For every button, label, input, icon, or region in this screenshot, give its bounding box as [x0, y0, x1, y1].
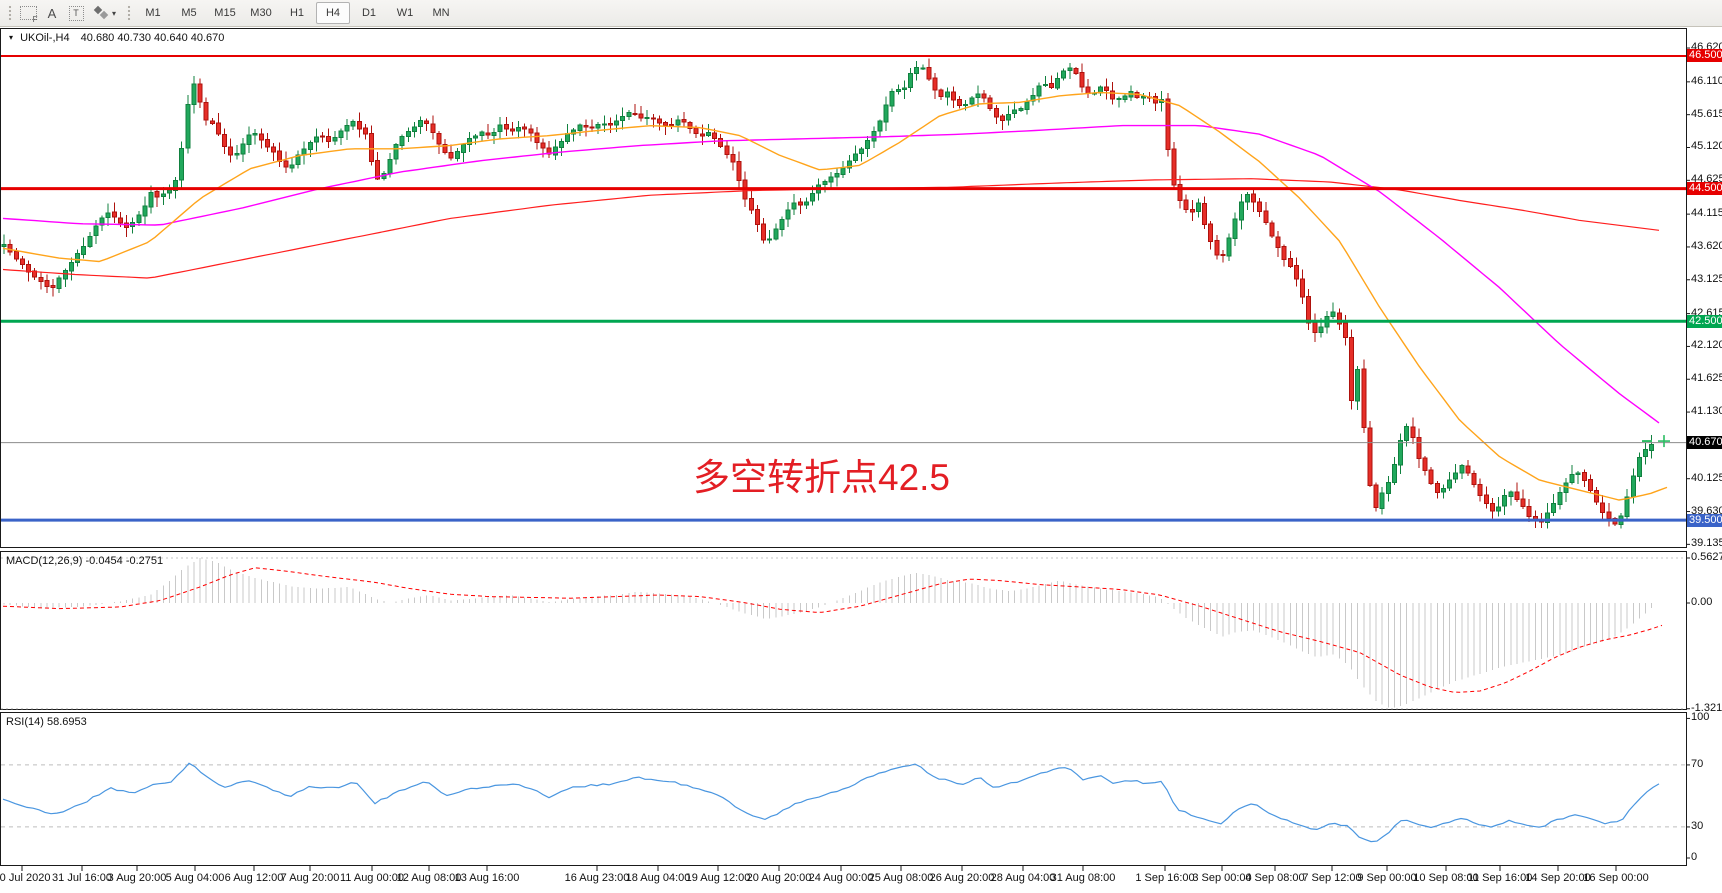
price-badge-44.500: 44.500 [1687, 182, 1722, 196]
rsi-tick: 70 [1691, 757, 1704, 770]
text-label-icon: T [68, 5, 84, 21]
fibo-grid-button[interactable]: F [16, 2, 40, 24]
price-tick: 44.115 [1691, 207, 1722, 220]
symbol-period-label: UKOil-,H4 [20, 32, 70, 44]
timeframe-button-w1[interactable]: W1 [396, 7, 414, 19]
annotation-text: 多空转折点42.5 [693, 457, 951, 498]
date-tick: 11 Sep 16:00 [1467, 872, 1533, 884]
price-badge-39.500: 39.500 [1687, 513, 1722, 527]
text-label-button[interactable]: T [64, 2, 88, 24]
price-tick: 46.110 [1691, 74, 1722, 87]
toolbar-grip[interactable] [7, 4, 12, 22]
panel-border-2 [0, 712, 1687, 866]
date-tick: 19 Aug 12:00 [685, 872, 751, 884]
timeframe-group: M1 M5 M15 M30 H1 H4 D1 W1 MN [135, 2, 459, 24]
current-price-badge: 40.670 [1687, 436, 1722, 450]
date-tick: 28 Aug 04:00 [990, 872, 1056, 884]
rsi-label: RSI(14) 58.6953 [6, 716, 87, 728]
date-tick: 25 Aug 08:00 [868, 872, 934, 884]
price-tick: 42.120 [1691, 339, 1722, 352]
price-tick: 43.125 [1691, 272, 1722, 285]
timeframe-button-m1[interactable]: M1 [145, 7, 161, 19]
macd-values: -0.0454 -0.2751 [85, 555, 164, 567]
macd-tick: -1.3216 [1691, 701, 1722, 714]
price-tick: 39.630 [1691, 504, 1722, 517]
text-button[interactable]: A [40, 2, 64, 24]
rsi-value: 58.6953 [46, 716, 87, 728]
macd-tick: 0.00 [1691, 596, 1713, 608]
macd-histogram [3, 558, 1653, 708]
price-badge-46.500: 46.500 [1687, 49, 1722, 63]
shapes-button[interactable]: ▾ [88, 2, 122, 24]
date-tick: 9 Sep 00:00 [1357, 872, 1417, 884]
date-tick: 24 Aug 00:00 [808, 872, 874, 884]
macd-signal-line [2, 567, 1663, 693]
panel-border-0 [0, 28, 1687, 548]
timeframe-button-m15[interactable]: M15 [214, 7, 236, 19]
timeframe-button-m30[interactable]: M30 [250, 7, 272, 19]
toolbar: F A T ▾ M1 M5 M15 M30 H1 H4 D1 W1 MN [0, 0, 1722, 27]
date-tick: 5 Aug 04:00 [165, 872, 225, 884]
date-tick: 26 Aug 20:00 [929, 872, 995, 884]
date-tick: 16 Sep 00:00 [1583, 872, 1649, 884]
price-tick: 45.120 [1691, 140, 1722, 153]
price-tick: 39.135 [1691, 537, 1722, 550]
symbol-dropdown-icon[interactable]: ▾ [9, 33, 14, 42]
price-badge-42.500: 42.500 [1687, 314, 1722, 328]
price-tick: 41.130 [1691, 405, 1722, 418]
date-tick: 4 Sep 08:00 [1245, 872, 1305, 884]
timeframe-button-m5[interactable]: M5 [181, 7, 197, 19]
price-tick: 45.615 [1691, 107, 1722, 120]
date-tick: 12 Aug 08:00 [396, 872, 462, 884]
timeframe-button-h4[interactable]: H4 [316, 2, 350, 24]
date-tick: 31 Jul 16:00 [52, 872, 112, 884]
panel-border-1 [0, 551, 1687, 710]
date-tick: 10 Sep 08:00 [1413, 872, 1479, 884]
date-tick: 7 Aug 20:00 [280, 872, 340, 884]
timeframe-button-d1[interactable]: D1 [361, 7, 377, 19]
date-tick: 14 Sep 20:00 [1525, 872, 1591, 884]
date-tick: 30 Jul 2020 [0, 872, 51, 884]
price-tick: 40.125 [1691, 471, 1722, 484]
price-tick: 43.620 [1691, 239, 1722, 252]
chart-title: ▾ UKOil-,H4 40.680 40.730 40.640 40.670 [9, 32, 224, 44]
timeframe-button-h1[interactable]: H1 [289, 7, 305, 19]
macd-tick: 0.5627 [1691, 550, 1722, 563]
ma-slow-line [2, 178, 1660, 279]
rsi-tick: 30 [1691, 819, 1704, 832]
date-tick: 3 Aug 20:00 [107, 872, 167, 884]
date-tick: 20 Aug 20:00 [746, 872, 812, 884]
date-tick: 7 Sep 12:00 [1302, 872, 1362, 884]
chevron-down-icon[interactable]: ▾ [111, 8, 116, 18]
ma-mid-line [2, 124, 1660, 424]
date-tick: 16 Aug 23:00 [564, 872, 630, 884]
rsi-tick: 100 [1691, 711, 1710, 724]
toolbar-grip-2[interactable] [126, 4, 131, 22]
date-tick: 11 Aug 00:00 [339, 872, 405, 884]
date-tick: 3 Sep 00:00 [1192, 872, 1252, 884]
price-tick: 41.625 [1691, 372, 1722, 385]
ohlc-quote-label: 40.680 40.730 40.640 40.670 [80, 32, 225, 44]
date-tick: 1 Sep 16:00 [1135, 872, 1195, 884]
date-tick: 13 Aug 16:00 [454, 872, 520, 884]
date-tick: 6 Aug 12:00 [224, 872, 284, 884]
rsi-line [2, 762, 1660, 843]
date-tick: 18 Aug 04:00 [625, 872, 691, 884]
date-tick: 31 Aug 08:00 [1050, 872, 1116, 884]
timeframe-button-mn[interactable]: MN [432, 7, 450, 19]
macd-label: MACD(12,26,9) -0.0454 -0.2751 [6, 555, 164, 567]
fibo-grid-icon: F [19, 6, 38, 24]
text-a-icon: A [47, 5, 57, 21]
rsi-tick: 0 [1691, 851, 1698, 863]
